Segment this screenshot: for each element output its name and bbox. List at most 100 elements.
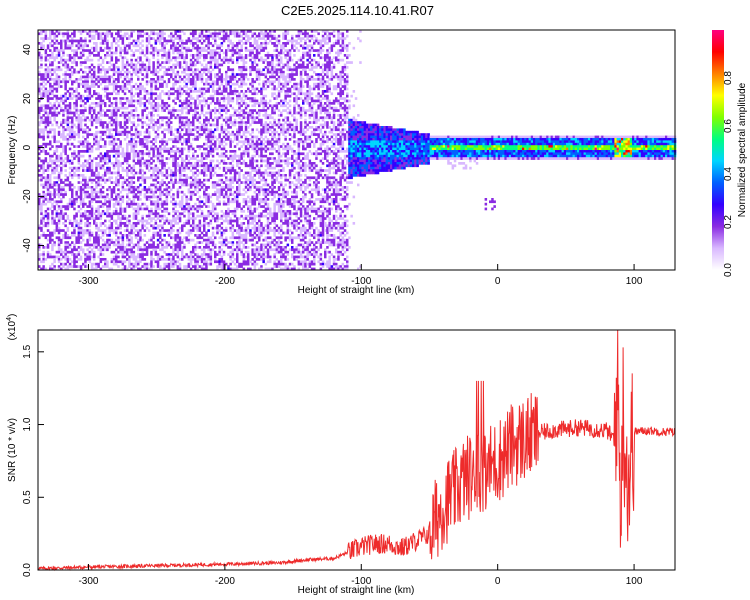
spectrogram-cell	[112, 128, 116, 132]
spectrogram-cell	[121, 166, 125, 170]
spectrogram-cell	[40, 73, 43, 76]
spectrogram-cell	[84, 212, 87, 216]
spectrogram-cell	[115, 255, 118, 259]
spectrogram-cell	[132, 104, 136, 108]
spectrogram-cell	[51, 87, 54, 91]
spectrogram-cell	[203, 222, 206, 225]
spectrogram-cell	[194, 166, 197, 170]
spectrogram-cell	[64, 138, 67, 141]
spectrogram-cell	[225, 118, 228, 122]
spectrogram-cell	[159, 123, 162, 127]
spectrogram-cell	[64, 183, 67, 187]
spectrogram-cell	[187, 198, 191, 201]
spectrogram-cell	[128, 152, 131, 156]
spectrogram-cell	[187, 210, 191, 213]
spectrogram-cell	[200, 54, 204, 57]
spectrogram-cell	[236, 114, 239, 117]
spectrogram-cell	[60, 142, 63, 146]
spectrogram-cell	[134, 70, 138, 74]
spectrogram-cell	[183, 205, 186, 208]
spectrogram-cell	[227, 157, 230, 160]
spectrogram-cell	[130, 135, 133, 139]
spectrogram-cell	[189, 128, 193, 132]
spectrogram-cell	[137, 32, 140, 36]
spectrogram-cell	[38, 248, 41, 252]
spectrogram-cell	[216, 260, 219, 264]
spectrogram-cell	[211, 248, 215, 252]
spectrogram-cell	[55, 250, 59, 254]
spectrogram-cell	[86, 193, 89, 196]
spectrogram-cell	[117, 154, 120, 158]
spectrogram-cell	[121, 111, 125, 115]
spectrogram-cell	[55, 150, 59, 153]
spectrogram-cell	[117, 195, 120, 199]
spectrogram-cell	[71, 190, 74, 194]
spectrogram-cell	[163, 116, 166, 120]
spectrogram-cell	[132, 164, 136, 168]
spectrogram-cell	[229, 169, 232, 172]
spectrogram-cell	[68, 44, 72, 48]
spectrogram-cell	[68, 188, 72, 192]
spectrogram-cell	[84, 82, 87, 86]
spectrogram-cell	[46, 99, 50, 103]
spectrogram-cell	[203, 193, 206, 196]
spectrogram-cell	[156, 166, 160, 170]
spectrogram-cell	[178, 171, 182, 175]
spectrogram-cell	[93, 42, 96, 45]
spectrogram-cell	[95, 104, 98, 108]
spectrogram-cell	[64, 231, 67, 235]
spectrogram-cell	[181, 142, 184, 146]
spectrogram-cell	[196, 116, 199, 120]
spectrogram-cell	[139, 102, 142, 105]
spectrogram-cell	[64, 82, 67, 86]
spectrogram-cell	[126, 51, 129, 55]
spectrogram-cell	[104, 246, 107, 249]
spectrogram-cell	[161, 104, 164, 108]
spectrogram-cell	[68, 166, 72, 170]
spectrogram-cell	[174, 212, 177, 216]
spectrogram-cell	[117, 133, 120, 136]
spectrogram-cell	[229, 39, 232, 43]
spectrogram-cell	[148, 61, 151, 64]
spectrogram-cell	[216, 87, 219, 91]
spectrogram-cell	[57, 178, 61, 182]
spectrogram-cell	[42, 133, 45, 136]
spectrogram-cell	[115, 229, 118, 232]
spectrogram-cell	[49, 90, 52, 93]
spectrogram-cell	[220, 248, 224, 252]
spectrogram-cell	[49, 116, 52, 120]
spectrogram-cell	[225, 217, 228, 220]
spectrogram-cell	[176, 109, 180, 112]
spectrogram-cell	[203, 130, 206, 134]
spectrogram-cell	[42, 260, 45, 264]
spectrogram-cell	[165, 198, 169, 201]
spectrogram-cell	[178, 78, 182, 81]
spectrogram-cell	[225, 104, 228, 108]
spectrogram-cell	[86, 147, 89, 151]
spectrogram-cell	[172, 99, 175, 103]
spectrogram-cell	[137, 205, 140, 208]
spectrogram-cell	[66, 234, 70, 237]
spectrogram-cell	[77, 186, 81, 189]
spectrogram-cell	[77, 118, 81, 122]
spectrogram-cell	[123, 217, 127, 220]
spectrogram-cell	[154, 154, 158, 158]
spectrogram-cell	[150, 174, 153, 177]
spectrogram-cell	[227, 212, 230, 216]
spectrogram-cell	[123, 234, 127, 237]
spectrogram-cell	[101, 49, 105, 52]
spectrogram-cell	[121, 114, 125, 117]
spectrogram-cell	[214, 250, 217, 254]
spectrogram-cell	[75, 106, 78, 110]
spectrogram-cell	[75, 248, 78, 252]
spectrogram-cell	[172, 138, 175, 141]
spectrogram-cell	[220, 104, 224, 108]
spectrogram-cell	[117, 202, 120, 206]
spectrogram-cell	[40, 32, 43, 36]
spectrogram-cell	[152, 92, 155, 96]
spectrogram-cell	[165, 42, 169, 45]
spectrogram-cell	[95, 164, 98, 168]
spectrogram-cell	[159, 140, 162, 144]
spectrogram-cell	[106, 42, 109, 45]
spectrogram-cell	[211, 80, 215, 84]
